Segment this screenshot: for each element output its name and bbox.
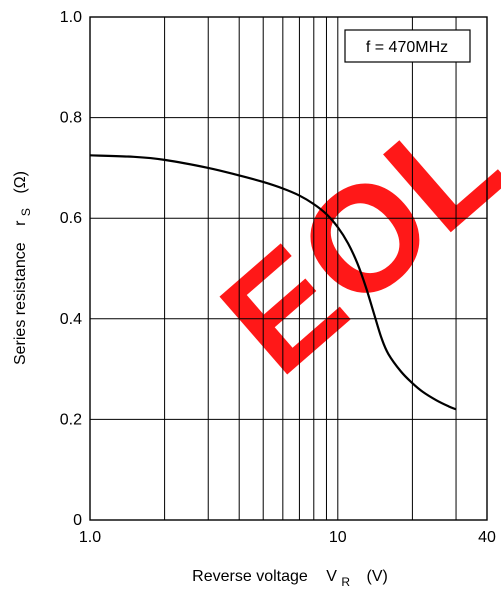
y-axis-title-symbol: r [12,220,29,226]
frequency-annotation: f = 470MHz [344,29,471,63]
annotation-text: f = 470MHz [366,39,448,56]
y-axis-title: Series resistance r S (Ω) [12,171,34,365]
y-tick-label: 0.4 [60,311,82,328]
y-axis-title-main: Series resistance [12,242,29,365]
x-tick-label: 40 [478,529,496,546]
y-tick-label: 0.2 [60,411,82,428]
y-tick-label: 0.6 [60,210,82,227]
x-axis-title-unit: (V) [367,568,388,585]
y-axis-title-unit: (Ω) [12,171,29,194]
tick-labels: 1.0 10 40 0 0.2 0.4 0.6 0.8 1.0 [60,9,496,546]
x-tick-label: 1.0 [79,529,101,546]
grid [90,17,487,520]
x-tick-label: 10 [329,529,347,546]
x-axis-title-symbol: V [326,568,337,585]
x-axis-title: Reverse voltage V R (V) [192,568,388,590]
y-tick-label: 0.8 [60,110,82,127]
x-axis-title-main: Reverse voltage [192,568,308,585]
annotation-box [344,29,471,63]
x-axis-title-subscript: R [341,575,350,589]
y-tick-label: 0 [73,512,82,529]
y-tick-label: 1.0 [60,9,82,26]
series-line [89,154,457,411]
plot-frame [89,16,488,521]
y-axis-title-subscript: S [19,208,33,216]
